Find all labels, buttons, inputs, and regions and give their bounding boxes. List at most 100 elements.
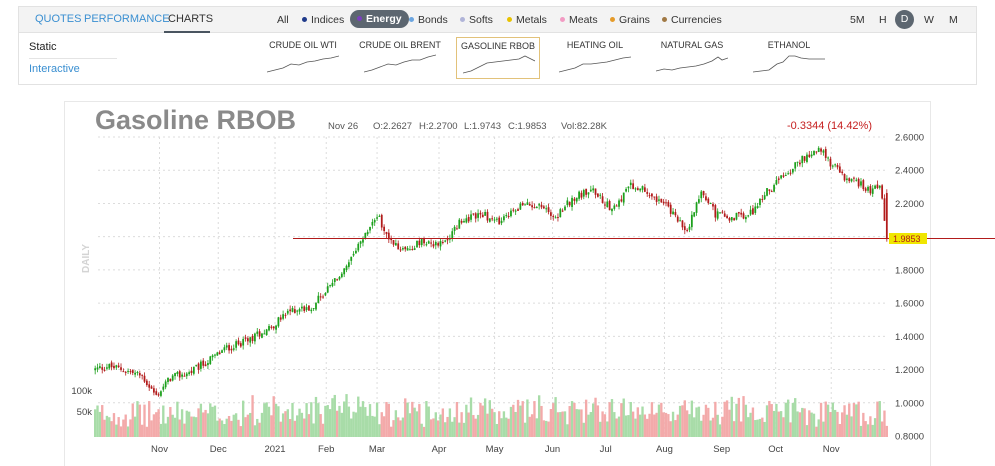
volume-bar: [460, 412, 463, 437]
candle-body: [796, 161, 799, 163]
freq-h[interactable]: H: [879, 14, 887, 26]
candle-body: [394, 243, 397, 246]
freq-w[interactable]: W: [924, 14, 934, 26]
volume-bar: [700, 420, 703, 437]
volume-bar: [786, 399, 790, 437]
volume-bar: [241, 400, 245, 437]
candle-body: [766, 188, 768, 196]
tab-charts[interactable]: CHARTS: [168, 13, 214, 25]
volume-tick-label: 100k: [71, 386, 92, 397]
category-grains[interactable]: Grains: [610, 14, 650, 26]
volume-bar: [730, 396, 733, 437]
candle-body: [430, 242, 432, 244]
category-bonds[interactable]: Bonds: [409, 14, 448, 26]
candle-body: [566, 200, 569, 206]
volume-bar: [502, 411, 506, 437]
volume-bar: [397, 417, 400, 437]
candle-body: [113, 365, 115, 369]
volume-bar: [655, 412, 658, 437]
candle-body: [413, 248, 416, 250]
volume-bar: [709, 420, 712, 437]
freq-m[interactable]: M: [949, 14, 958, 26]
mode-interactive[interactable]: Interactive: [29, 63, 80, 75]
candle-body: [481, 214, 484, 218]
candle-body: [164, 381, 167, 388]
volume-bar: [646, 418, 649, 437]
candle-body: [881, 185, 884, 199]
volume-bar: [512, 404, 515, 437]
candle-body: [808, 154, 811, 157]
volume-bar: [296, 415, 299, 437]
tab-quotes[interactable]: QUOTES: [35, 13, 82, 25]
volume-bar: [702, 414, 705, 437]
x-tick-label: Oct: [768, 444, 783, 455]
volume-bar: [805, 425, 809, 437]
volume-tick-label: 50k: [77, 407, 93, 418]
freq-d[interactable]: D: [895, 10, 914, 29]
candle-body: [470, 214, 472, 220]
candle-body: [596, 193, 599, 197]
volume-bar: [841, 412, 844, 437]
volume-bar: [826, 404, 830, 437]
mode-static[interactable]: Static: [29, 41, 57, 53]
chart-grid: [98, 136, 888, 437]
volume-bar: [307, 414, 311, 437]
x-tick-label: Aug: [656, 444, 673, 455]
volume-bar: [124, 414, 127, 437]
candle-body: [719, 212, 721, 214]
category-energy[interactable]: Energy: [350, 10, 409, 28]
volume-bar: [378, 424, 381, 437]
candle-body: [359, 241, 362, 244]
volume-bar: [476, 414, 480, 437]
candle-body: [237, 340, 240, 345]
volume-bar: [770, 404, 773, 437]
candle-body: [420, 238, 423, 246]
volume-bar: [690, 400, 694, 437]
volume-bar: [115, 424, 118, 437]
category-all[interactable]: All: [277, 14, 289, 26]
tab-performance[interactable]: PERFORMANCE: [84, 13, 170, 25]
candle-body: [822, 150, 825, 153]
candle-body: [693, 212, 696, 217]
volume-bar: [389, 426, 393, 437]
candle-body: [444, 240, 447, 242]
candle-body: [587, 192, 590, 195]
x-tick-label: Apr: [432, 444, 447, 455]
freq-5m[interactable]: 5M: [850, 14, 865, 26]
volume-bar: [643, 414, 647, 437]
candle-body: [204, 364, 207, 367]
candle-body: [658, 199, 660, 201]
volume-bar: [629, 402, 632, 437]
category-meats[interactable]: Meats: [560, 14, 598, 26]
volume-bar: [274, 403, 278, 437]
volume-bar: [648, 413, 651, 437]
x-tick-label: Mar: [369, 444, 385, 455]
candle-body: [138, 373, 141, 376]
thumb-heating-oil[interactable]: HEATING OIL: [553, 37, 637, 79]
candle-body: [521, 202, 524, 206]
volume-bar: [754, 420, 757, 437]
thumb-crude-oil-brent[interactable]: CRUDE OIL BRENT: [358, 37, 442, 79]
volume-bar: [279, 421, 282, 437]
category-currencies[interactable]: Currencies: [662, 14, 722, 26]
candle-body: [207, 363, 209, 366]
candle-body: [275, 325, 277, 330]
candle-body: [876, 184, 879, 189]
volume-bar: [493, 412, 496, 437]
candle-body: [582, 190, 585, 197]
candle-body: [383, 226, 386, 232]
candle-body: [446, 239, 449, 241]
category-indices[interactable]: Indices: [302, 14, 344, 26]
thumb-gasoline-rbob[interactable]: GASOLINE RBOB: [456, 37, 540, 79]
thumb-natural-gas[interactable]: NATURAL GAS: [650, 37, 734, 79]
candle-body: [526, 202, 529, 205]
thumb-ethanol[interactable]: ETHANOL: [747, 37, 831, 79]
volume-bar: [359, 406, 362, 437]
category-metals[interactable]: Metals: [507, 14, 547, 26]
candle-body: [298, 309, 301, 312]
category-softs[interactable]: Softs: [460, 14, 493, 26]
volume-bar: [723, 401, 726, 437]
thumb-crude-oil-wti[interactable]: CRUDE OIL WTI: [261, 37, 345, 79]
volume-bar: [195, 417, 198, 437]
